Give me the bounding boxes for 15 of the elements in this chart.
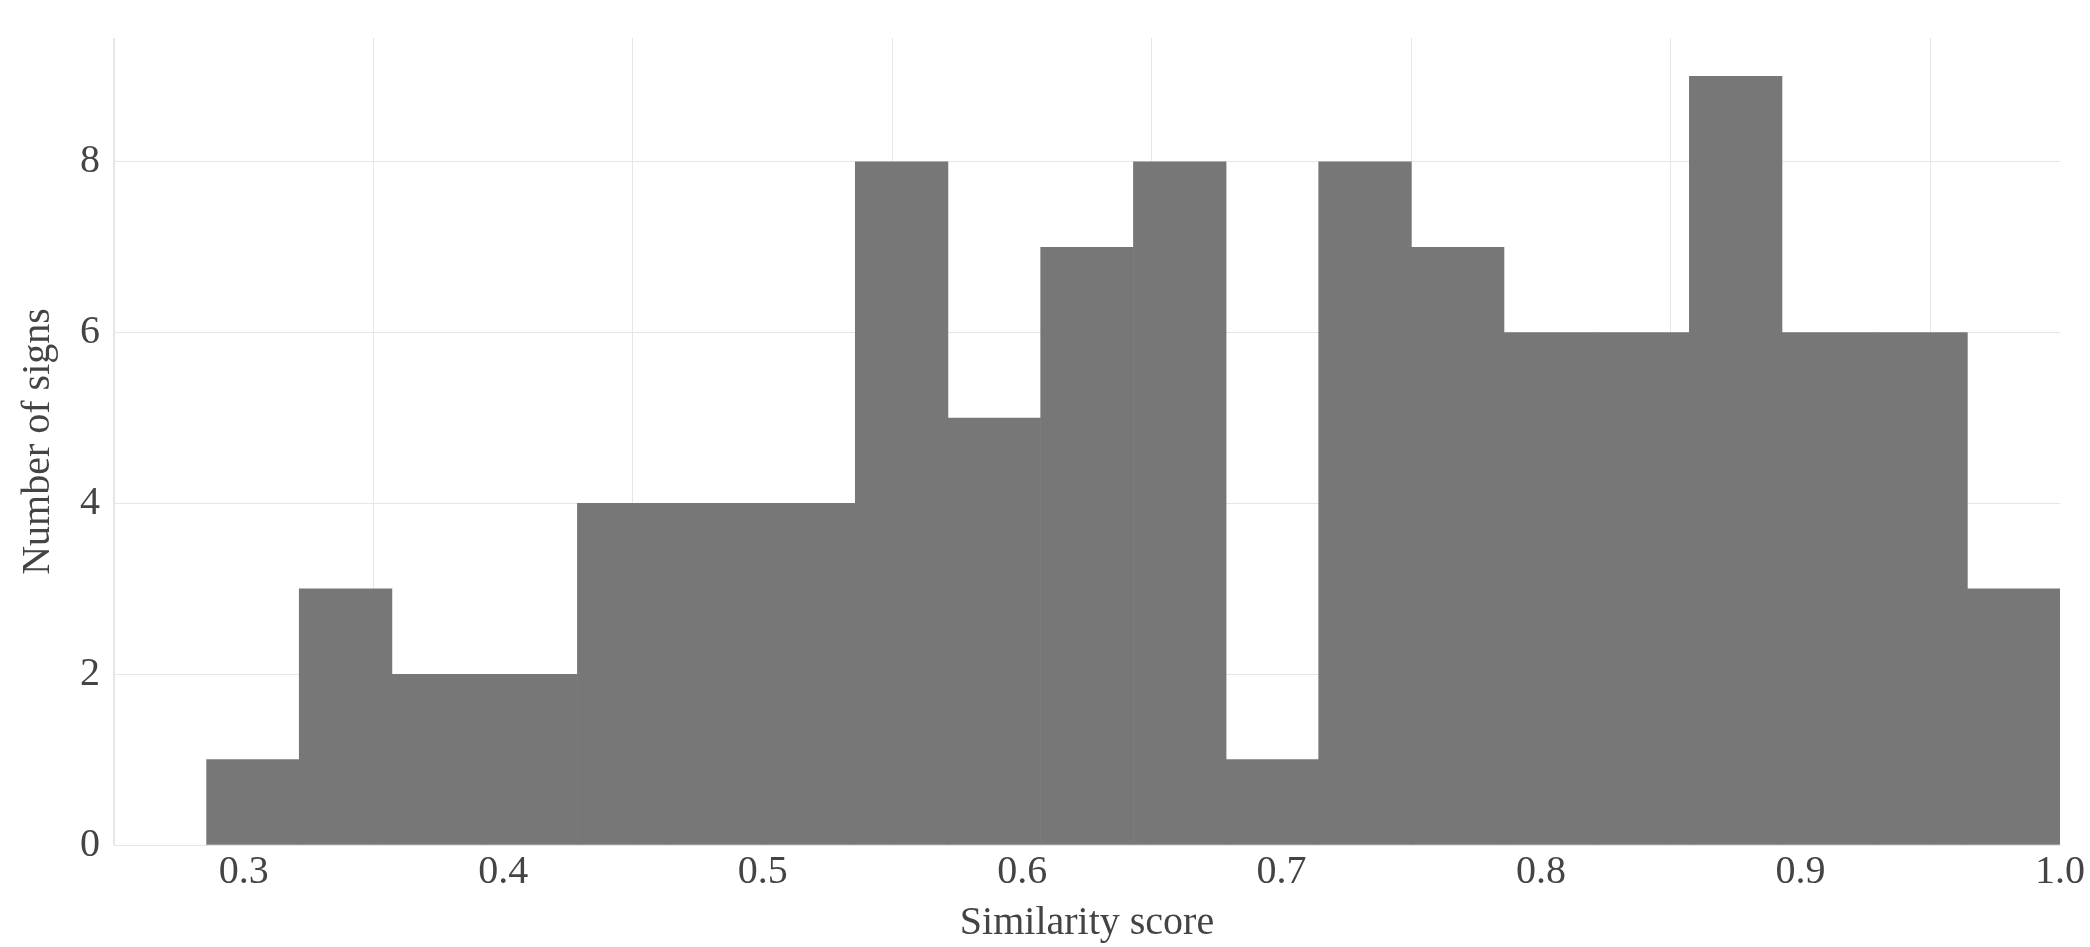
x-axis-title: Similarity score	[959, 897, 1215, 943]
x-tick-label: 0.9	[1775, 846, 1826, 892]
x-tick-label: 0.7	[1256, 846, 1307, 892]
y-axis-title: Number of signs	[12, 308, 58, 575]
y-tick-label: 8	[80, 136, 100, 182]
y-tick-label: 0	[80, 819, 100, 865]
x-tick-label: 0.5	[737, 846, 788, 892]
x-tick-label: 0.8	[1516, 846, 1567, 892]
x-tick-label: 1.0	[2035, 846, 2085, 892]
x-tick-label: 0.4	[478, 846, 529, 892]
y-tick-label: 6	[80, 307, 100, 353]
x-tick-label: 0.6	[997, 846, 1048, 892]
y-tick-label: 4	[80, 477, 100, 523]
x-tick-label: 0.3	[218, 846, 269, 892]
y-tick-label: 2	[80, 648, 100, 694]
